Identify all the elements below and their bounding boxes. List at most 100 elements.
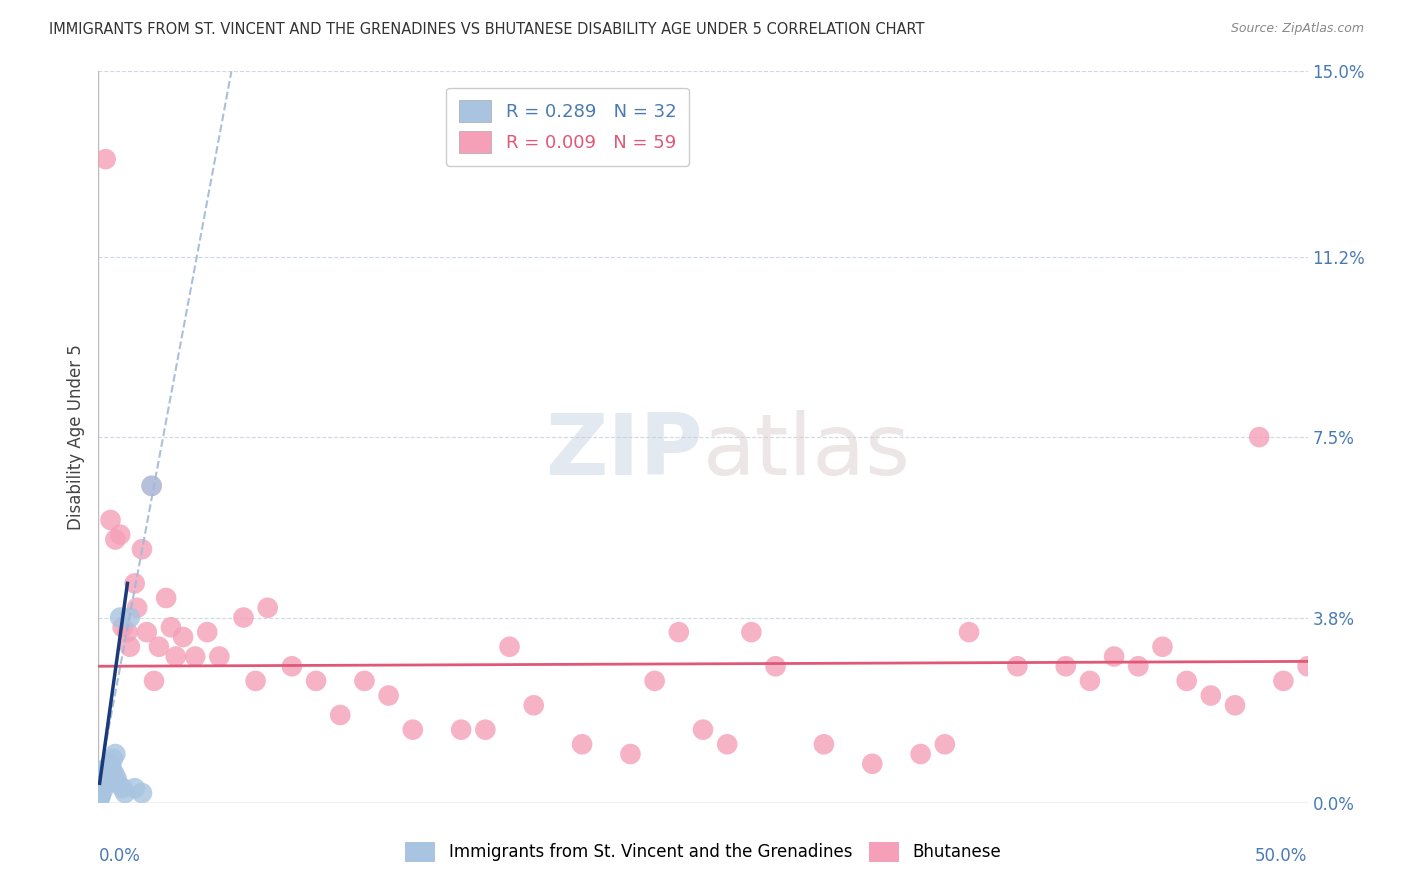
Point: [90, 786, 112, 800]
Point: [934, 737, 956, 751]
Point: [111, 620, 134, 634]
Point: [94, 762, 117, 776]
Point: [474, 723, 496, 737]
Legend: Immigrants from St. Vincent and the Grenadines, Bhutanese: Immigrants from St. Vincent and the Gren…: [396, 833, 1010, 871]
Point: [89, 786, 111, 800]
Point: [860, 756, 883, 771]
Point: [281, 659, 304, 673]
Point: [104, 747, 127, 761]
Point: [1054, 659, 1077, 673]
Point: [1152, 640, 1174, 654]
Point: [93, 779, 115, 793]
Y-axis label: Disability Age Under 5: Disability Age Under 5: [66, 344, 84, 530]
Point: [131, 786, 153, 800]
Point: [108, 610, 131, 624]
Text: 0.0%: 0.0%: [98, 847, 141, 864]
Point: [353, 673, 375, 688]
Point: [402, 723, 425, 737]
Text: 50.0%: 50.0%: [1256, 847, 1308, 864]
Point: [498, 640, 520, 654]
Point: [172, 630, 194, 644]
Point: [1249, 430, 1271, 444]
Point: [105, 772, 128, 786]
Point: [118, 640, 141, 654]
Point: [165, 649, 187, 664]
Point: [1128, 659, 1150, 673]
Point: [813, 737, 835, 751]
Point: [90, 781, 112, 796]
Point: [765, 659, 787, 673]
Text: Source: ZipAtlas.com: Source: ZipAtlas.com: [1230, 22, 1364, 36]
Point: [127, 600, 149, 615]
Point: [94, 152, 117, 166]
Point: [135, 625, 157, 640]
Point: [377, 689, 399, 703]
Point: [668, 625, 690, 640]
Point: [111, 781, 134, 796]
Point: [93, 766, 115, 780]
Text: ZIP: ZIP: [546, 410, 703, 493]
Point: [329, 708, 352, 723]
Point: [108, 527, 131, 541]
Point: [143, 673, 166, 688]
Point: [97, 769, 120, 783]
Point: [107, 776, 129, 790]
Point: [100, 762, 122, 776]
Point: [1007, 659, 1029, 673]
Point: [114, 786, 136, 800]
Point: [90, 789, 112, 803]
Point: [141, 479, 163, 493]
Point: [692, 723, 714, 737]
Point: [96, 772, 118, 786]
Point: [1175, 673, 1198, 688]
Point: [619, 747, 641, 761]
Point: [160, 620, 183, 634]
Text: atlas: atlas: [703, 410, 911, 493]
Point: [89, 791, 111, 805]
Point: [256, 600, 278, 615]
Point: [1102, 649, 1125, 664]
Point: [740, 625, 762, 640]
Point: [245, 673, 267, 688]
Point: [118, 610, 141, 624]
Point: [1296, 659, 1319, 673]
Point: [450, 723, 472, 737]
Point: [131, 542, 153, 557]
Point: [117, 625, 139, 640]
Point: [98, 764, 121, 778]
Point: [1078, 673, 1101, 688]
Point: [91, 776, 114, 790]
Point: [195, 625, 218, 640]
Point: [89, 791, 111, 805]
Text: IMMIGRANTS FROM ST. VINCENT AND THE GRENADINES VS BHUTANESE DISABILITY AGE UNDER: IMMIGRANTS FROM ST. VINCENT AND THE GREN…: [49, 22, 925, 37]
Point: [104, 533, 127, 547]
Point: [208, 649, 231, 664]
Point: [91, 783, 114, 797]
Point: [124, 781, 146, 796]
Point: [1272, 673, 1295, 688]
Point: [155, 591, 177, 605]
Point: [184, 649, 207, 664]
Point: [910, 747, 932, 761]
Point: [141, 479, 163, 493]
Point: [305, 673, 328, 688]
Point: [644, 673, 666, 688]
Point: [957, 625, 980, 640]
Point: [1223, 698, 1246, 713]
Point: [1199, 689, 1222, 703]
Point: [103, 766, 125, 780]
Point: [571, 737, 593, 751]
Point: [90, 781, 112, 796]
Point: [100, 756, 122, 771]
Point: [94, 773, 117, 788]
Point: [100, 513, 122, 527]
Point: [716, 737, 738, 751]
Point: [148, 640, 170, 654]
Point: [91, 772, 114, 786]
Point: [523, 698, 546, 713]
Point: [101, 752, 124, 766]
Point: [91, 776, 114, 790]
Point: [232, 610, 254, 624]
Legend: R = 0.289   N = 32, R = 0.009   N = 59: R = 0.289 N = 32, R = 0.009 N = 59: [446, 87, 689, 166]
Point: [124, 576, 146, 591]
